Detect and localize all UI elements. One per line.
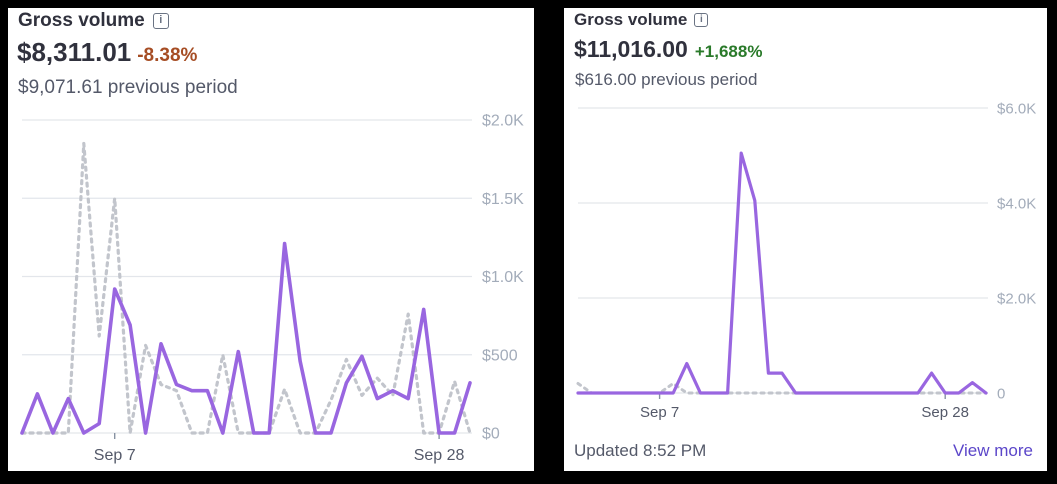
y-tick-label: $6.0K bbox=[997, 100, 1036, 117]
current-period-line bbox=[576, 151, 988, 395]
gross-volume-amount: $11,016.00 bbox=[574, 36, 688, 62]
updated-timestamp: Updated 8:52 PM bbox=[574, 441, 707, 460]
info-icon[interactable]: i bbox=[152, 13, 169, 29]
card-title: Gross volume bbox=[574, 10, 688, 29]
gross-volume-chart: $0 $500 $1.0K $1.5K $2.0K Sep 7 Sep 28 bbox=[20, 113, 524, 464]
y-tick-label: $1.0K bbox=[482, 269, 524, 286]
card-title-row: Gross volume i bbox=[574, 10, 709, 30]
value-row: $8,311.01 -8.38% bbox=[17, 37, 197, 68]
previous-period-amount: $9,071.61 previous period bbox=[18, 77, 238, 98]
y-tick-label: $2.0K bbox=[997, 290, 1036, 307]
y-tick-label: $0 bbox=[482, 426, 500, 443]
gross-volume-chart: 0 $2.0K $4.0K $6.0K Sep 7 Sep 28 bbox=[576, 100, 1036, 421]
y-tick-label: $4.0K bbox=[997, 195, 1036, 212]
info-icon[interactable]: i bbox=[694, 13, 709, 27]
y-tick-label: $1.5K bbox=[482, 191, 524, 208]
gross-volume-amount: $8,311.01 bbox=[17, 37, 132, 67]
card-title-row: Gross volume i bbox=[18, 10, 169, 32]
value-row: $11,016.00 +1,688% bbox=[574, 36, 762, 63]
previous-period-amount: $616.00 previous period bbox=[575, 70, 758, 89]
gross-volume-card-right: Gross volume i $11,016.00 +1,688% $616.0… bbox=[564, 8, 1047, 471]
y-tick-label: $500 bbox=[482, 347, 518, 364]
change-percent: -8.38% bbox=[137, 45, 198, 66]
y-tick-label: 0 bbox=[997, 385, 1005, 402]
previous-period-line bbox=[20, 141, 472, 435]
change-percent: +1,688% bbox=[694, 42, 763, 61]
card-title: Gross volume bbox=[18, 10, 145, 31]
view-more-link[interactable]: View more bbox=[953, 441, 1033, 460]
current-period-line bbox=[20, 241, 472, 435]
x-tick-label: Sep 28 bbox=[921, 404, 969, 421]
x-tick-label: Sep 7 bbox=[94, 447, 136, 464]
x-tick-label: Sep 28 bbox=[414, 447, 465, 464]
x-tick-label: Sep 7 bbox=[640, 404, 679, 421]
gross-volume-card-left: Gross volume i $8,311.01 -8.38% $9,071.6… bbox=[8, 8, 534, 471]
y-tick-label: $2.0K bbox=[482, 113, 524, 130]
